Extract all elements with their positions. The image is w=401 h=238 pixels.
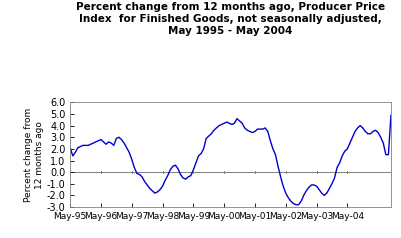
Text: Percent change from 12 months ago, Producer Price
Index  for Finished Goods, not: Percent change from 12 months ago, Produ… bbox=[76, 2, 385, 35]
Y-axis label: Percent change from
12 months ago: Percent change from 12 months ago bbox=[24, 108, 44, 202]
